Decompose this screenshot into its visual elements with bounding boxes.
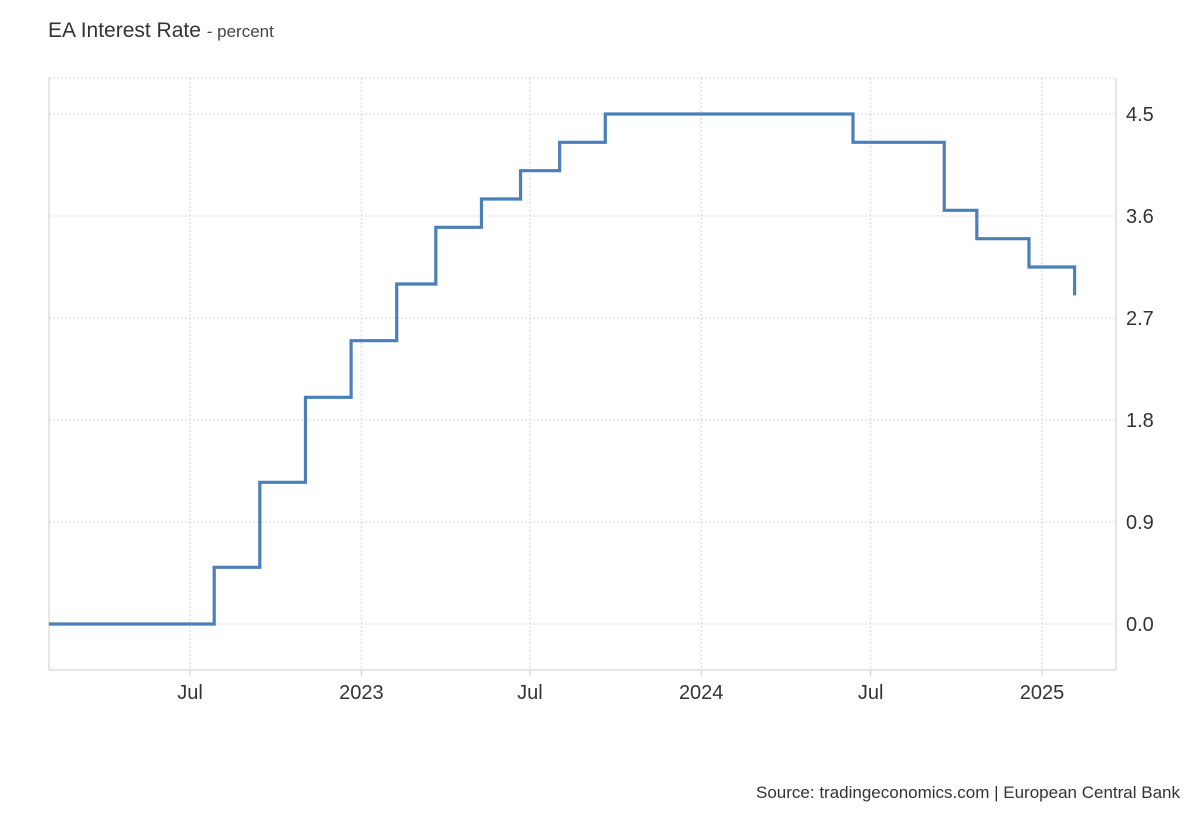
x-tick-label: Jul (177, 682, 203, 704)
y-tick-label: 0.9 (1126, 512, 1154, 534)
chart-title-text: EA Interest Rate (48, 19, 201, 42)
y-tick-label: 4.5 (1126, 104, 1154, 126)
source-note: Source: tradingeconomics.com | European … (756, 783, 1180, 802)
chart-title: EA Interest Rate - percent (48, 19, 274, 43)
y-tick-label: 2.7 (1126, 308, 1154, 330)
interest-rate-chart: 0.0 0.9 1.8 2.7 3.6 4.5 Jul 2023 Jul 2024 Jul 2025 (48, 77, 1154, 704)
x-tick-label: Jul (858, 682, 884, 704)
y-tick-label: 3.6 (1126, 206, 1154, 228)
x-tick-label: Jul (517, 682, 543, 704)
x-tick-label: 2025 (1020, 682, 1065, 704)
chart-unit: - percent (206, 22, 274, 41)
y-tick-label: 0.0 (1126, 614, 1154, 636)
y-tick-label: 1.8 (1126, 410, 1154, 432)
x-tick-label: 2023 (339, 682, 384, 704)
rate-series-line (49, 112, 1077, 626)
x-tick-label: 2024 (679, 682, 724, 704)
